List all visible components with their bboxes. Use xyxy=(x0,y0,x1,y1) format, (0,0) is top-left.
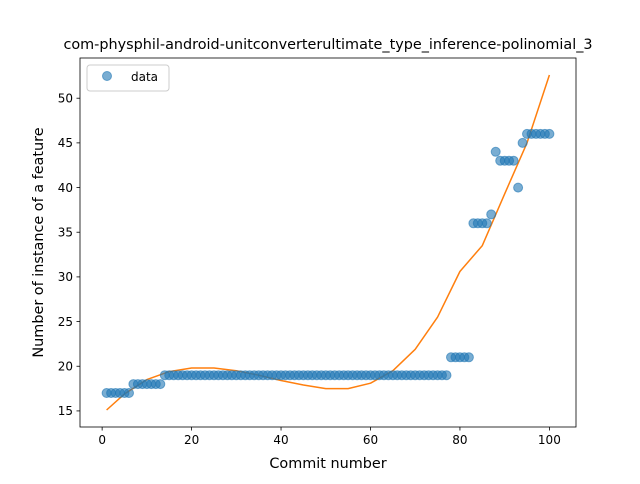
y-tick-label: 35 xyxy=(58,226,73,240)
series-layer xyxy=(101,74,555,411)
x-tick-label: 0 xyxy=(98,433,106,447)
x-axis-ticks: 0 20 40 60 80 100 xyxy=(98,427,561,447)
data-point xyxy=(490,146,501,157)
y-axis-label: Number of instance of a feature xyxy=(31,127,47,357)
data-point xyxy=(124,388,134,398)
x-tick-label: 20 xyxy=(184,433,199,447)
y-tick-label: 40 xyxy=(58,181,73,195)
data-point xyxy=(508,155,519,166)
data-point xyxy=(155,379,166,390)
y-axis-ticks: 15 20 25 30 35 40 45 50 xyxy=(58,92,80,418)
legend-label-data: data xyxy=(131,70,158,84)
legend-marker-data xyxy=(102,71,112,81)
x-tick-label: 40 xyxy=(273,433,288,447)
x-tick-label: 100 xyxy=(538,433,561,447)
data-point xyxy=(486,209,497,220)
data-point xyxy=(441,370,452,381)
legend: data xyxy=(86,64,170,92)
y-tick-label: 15 xyxy=(58,404,73,418)
fit-curve-line xyxy=(106,74,551,411)
data-point xyxy=(517,137,528,148)
data-point xyxy=(463,352,474,363)
y-tick-label: 20 xyxy=(58,360,73,374)
y-tick-label: 50 xyxy=(58,92,73,106)
y-tick-label: 30 xyxy=(58,270,73,284)
data-point xyxy=(513,182,524,193)
x-tick-label: 80 xyxy=(452,433,467,447)
data-point xyxy=(544,128,555,139)
x-axis-label: Commit number xyxy=(269,456,386,472)
x-tick-label: 60 xyxy=(363,433,378,447)
axes-frame xyxy=(79,57,577,428)
y-tick-label: 45 xyxy=(58,136,73,150)
axes-background xyxy=(80,58,576,427)
plot-area xyxy=(79,57,577,428)
chart-title: com-physphil-android-unitconverterultima… xyxy=(63,37,592,53)
y-tick-label: 25 xyxy=(58,315,73,329)
data-point xyxy=(481,218,492,229)
